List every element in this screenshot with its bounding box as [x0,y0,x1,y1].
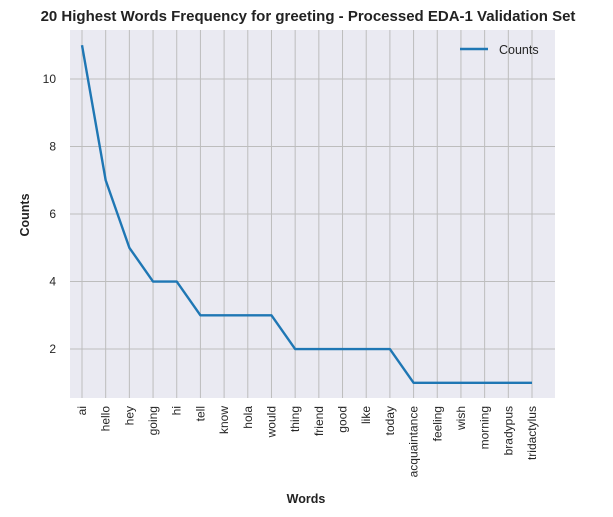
chart-title: 20 Highest Words Frequency for greeting … [41,8,576,25]
x-tick-label-friend: friend [312,406,326,436]
x-tick-label-hey: hey [122,406,136,425]
y-axis-ticks: 2 4 6 8 10 [43,72,57,356]
x-tick-label-acquaintance: acquaintance [407,406,421,478]
y-axis-label: Counts [18,193,32,236]
x-tick-label-tell: tell [193,406,207,421]
legend-label-counts: Counts [499,43,539,57]
y-tick-label: 4 [49,275,56,289]
y-tick-label: 6 [49,207,56,221]
x-tick-label-hello: hello [99,406,113,432]
x-tick-label-hi: hi [170,406,184,415]
x-tick-label-ai: ai [75,406,89,415]
x-tick-label-morning: morning [478,406,492,449]
x-axis-label: Words [287,492,326,506]
series-line-counts [80,44,532,385]
y-tick-label: 10 [43,72,57,86]
x-tick-label-tridactylus: tridactylus [525,406,539,460]
legend: Counts [460,43,539,57]
x-tick-label-know: know [217,406,231,434]
x-tick-label-good: good [336,406,350,433]
x-tick-label-would: would [264,406,278,438]
x-tick-label-feeling: feeling [430,406,444,441]
y-tick-label: 8 [49,139,56,153]
x-axis-ticks: ai hello hey going hi tell know hola would thing f… [75,406,539,478]
x-tick-label-wish: wish [454,406,468,431]
x-tick-label-hola: hola [241,406,255,429]
x-tick-label-going: going [146,406,160,435]
x-tick-label-like: like [359,406,373,424]
y-tick-label: 2 [49,342,56,356]
x-tick-label-today: today [383,406,397,435]
x-tick-label-thing: thing [288,406,302,432]
grid-lines [70,30,555,398]
x-tick-label-bradypus: bradypus [501,406,515,455]
